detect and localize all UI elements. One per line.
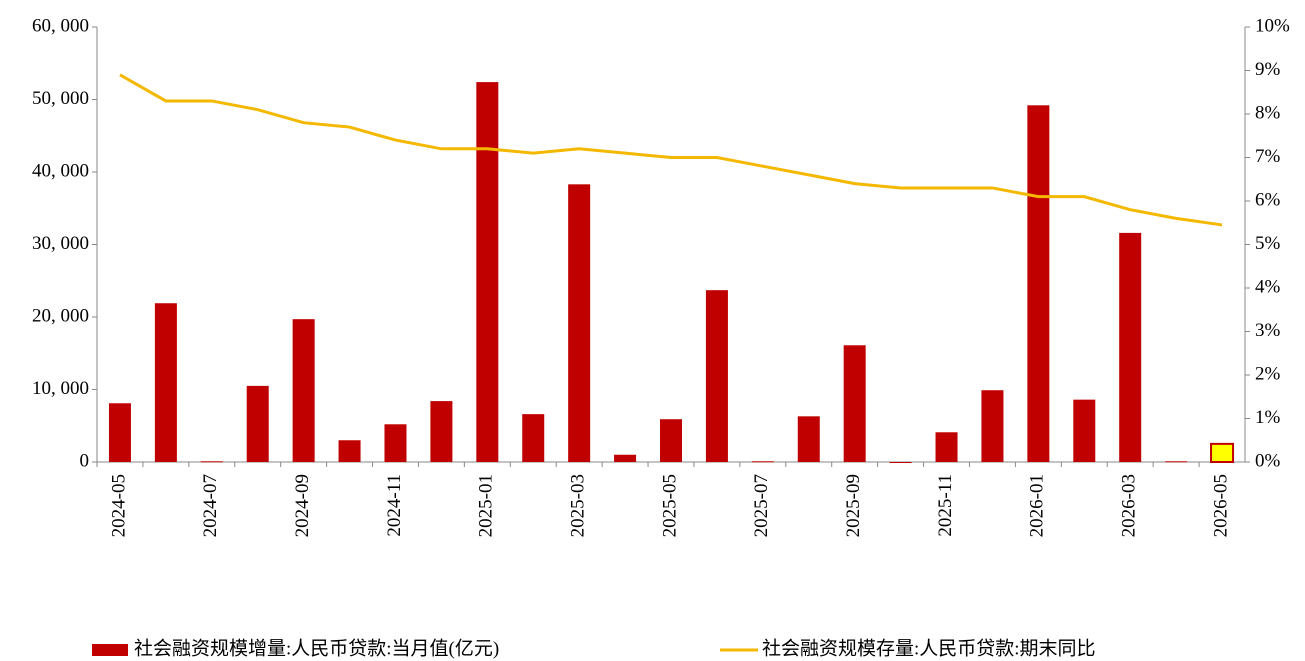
bar bbox=[292, 319, 315, 462]
bar bbox=[1119, 232, 1142, 462]
y-tick-label: 10, 000 bbox=[32, 378, 89, 399]
bar bbox=[889, 462, 912, 463]
y2-tick-label: 2% bbox=[1255, 363, 1281, 384]
x-tick-label: 2024-05 bbox=[108, 474, 129, 537]
bar bbox=[981, 390, 1004, 462]
bar bbox=[751, 461, 774, 463]
y-tick-label: 50, 000 bbox=[32, 88, 89, 109]
x-tick-label: 2024-11 bbox=[384, 474, 405, 537]
legend-label: 社会融资规模增量:人民币贷款:当月值(亿元) bbox=[134, 637, 499, 659]
x-tick-label: 2025-07 bbox=[751, 474, 772, 537]
y-tick-label: 30, 000 bbox=[32, 233, 89, 254]
y-tick-label: 60, 000 bbox=[32, 15, 89, 36]
y-tick-label: 0 bbox=[80, 450, 90, 471]
y2-tick-label: 9% bbox=[1255, 59, 1281, 80]
bar bbox=[108, 403, 131, 462]
bar bbox=[384, 424, 407, 462]
legend-swatch bbox=[92, 644, 128, 656]
x-tick-label: 2025-01 bbox=[476, 474, 497, 537]
bar bbox=[430, 401, 453, 462]
y-tick-label: 40, 000 bbox=[32, 160, 89, 181]
x-tick-label: 2024-09 bbox=[292, 474, 313, 537]
bar bbox=[246, 385, 269, 462]
bar bbox=[522, 414, 545, 462]
x-tick-label: 2024-07 bbox=[200, 474, 221, 537]
bar bbox=[1210, 442, 1235, 463]
bar bbox=[797, 416, 820, 462]
bar bbox=[200, 461, 223, 463]
legend-label: 社会融资规模存量:人民币贷款:期末同比 bbox=[762, 637, 1096, 659]
bar bbox=[476, 82, 499, 462]
y2-tick-label: 7% bbox=[1255, 146, 1281, 167]
x-tick-label: 2026-03 bbox=[1119, 474, 1140, 537]
x-tick-label: 2026-05 bbox=[1210, 474, 1231, 537]
y2-tick-label: 6% bbox=[1255, 189, 1281, 210]
bar bbox=[660, 419, 682, 462]
bar bbox=[705, 290, 728, 462]
bar bbox=[843, 345, 866, 462]
bar bbox=[1073, 399, 1096, 462]
line bbox=[119, 73, 1223, 227]
y2-tick-label: 8% bbox=[1255, 102, 1281, 123]
y2-tick-label: 10% bbox=[1255, 15, 1290, 36]
x-tick-label: 2025-09 bbox=[843, 474, 864, 537]
bar bbox=[154, 303, 177, 462]
bar bbox=[568, 184, 591, 462]
x-tick-label: 2025-05 bbox=[659, 474, 680, 537]
bar bbox=[1165, 461, 1188, 463]
bar bbox=[935, 432, 958, 462]
y2-tick-label: 3% bbox=[1255, 320, 1281, 341]
y2-tick-label: 0% bbox=[1255, 450, 1281, 471]
x-tick-label: 2025-11 bbox=[935, 474, 956, 537]
y2-tick-label: 5% bbox=[1255, 233, 1281, 254]
y2-tick-label: 4% bbox=[1255, 276, 1281, 297]
bar bbox=[614, 454, 637, 462]
x-tick-label: 2025-03 bbox=[568, 474, 589, 537]
y2-tick-label: 1% bbox=[1255, 407, 1281, 428]
x-tick-label: 2026-01 bbox=[1027, 474, 1048, 537]
bar bbox=[338, 440, 361, 462]
y-tick-label: 20, 000 bbox=[32, 305, 89, 326]
bar bbox=[1027, 105, 1050, 463]
